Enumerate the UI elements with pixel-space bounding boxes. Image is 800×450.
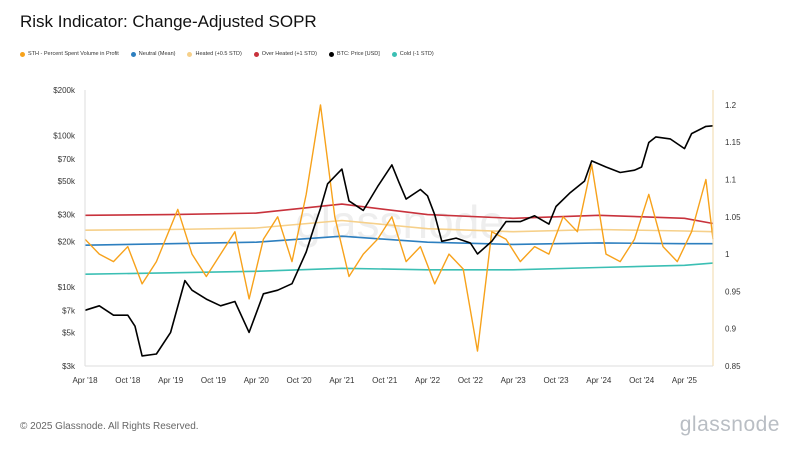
legend-dot-icon	[187, 51, 193, 57]
page-title: Risk Indicator: Change-Adjusted SOPR	[20, 12, 317, 31]
neutral-mean-line	[84, 235, 713, 246]
legend-item[interactable]: Over Heated (+1 STD)	[253, 51, 317, 57]
legend-label: STH - Percent Spent Volume in Profit	[28, 51, 119, 57]
y-left-tick-label: $50k	[58, 177, 76, 186]
legend-item[interactable]: Heated (+0.5 STD)	[187, 51, 242, 57]
y-right-tick-label: 1.2	[725, 101, 737, 110]
x-tick-label: Apr '22	[415, 376, 441, 385]
sth-percent-spent-line	[84, 104, 714, 352]
x-tick-label: Apr '23	[501, 376, 527, 385]
legend-label: BTC: Price [USD]	[336, 51, 380, 57]
over-heated-band-line	[84, 203, 714, 225]
btc-price-line	[84, 125, 714, 357]
legend-label: Over Heated (+1 STD)	[261, 51, 317, 57]
sopr-chart: glassnode $3k$5k$7k$10k$20k$30k$50k$70k$…	[53, 86, 741, 385]
x-tick-label: Apr '19	[158, 376, 184, 385]
x-tick-label: Oct '21	[372, 376, 398, 385]
chart-axes: $3k $5k $7k $10k $20k $30k $50k $70k $100k $200k 0…	[53, 86, 741, 385]
x-tick-label: Apr '24	[586, 376, 612, 385]
y-right-tick-label: 0.9	[725, 325, 737, 334]
x-tick-label: Oct '22	[458, 376, 484, 385]
legend-dot-icon	[130, 51, 136, 57]
legend-dot-icon	[328, 51, 334, 57]
x-tick-label: Apr '21	[329, 376, 355, 385]
y-left-tick-label: $7k	[62, 306, 76, 315]
price-series	[84, 125, 714, 357]
sth-series	[84, 104, 714, 352]
legend-item[interactable]: STH - Percent Spent Volume in Profit	[20, 51, 119, 57]
heated-band-line	[84, 219, 714, 233]
y-right-tick-label: 0.95	[725, 287, 741, 296]
x-tick-label: Oct '24	[629, 376, 655, 385]
y-left-tick-label: $70k	[58, 155, 76, 164]
y-right-tick-label: 1	[725, 250, 730, 259]
x-tick-label: Apr '25	[672, 376, 698, 385]
y-right-tick-label: 1.1	[725, 176, 737, 185]
legend-item[interactable]: BTC: Price [USD]	[328, 51, 380, 57]
legend-item[interactable]: Neutral (Mean)	[130, 51, 176, 57]
legend-item[interactable]: Cold (-1 STD)	[391, 51, 434, 57]
x-tick-label: Oct '23	[543, 376, 569, 385]
x-tick-label: Apr '18	[72, 376, 98, 385]
x-tick-label: Oct '19	[201, 376, 227, 385]
y-left-tick-label: $200k	[53, 86, 76, 95]
y-left-tick-label: $20k	[58, 237, 76, 246]
copyright-footer: © 2025 Glassnode. All Rights Reserved.	[20, 421, 199, 432]
y-left-tick-label: $3k	[62, 362, 76, 371]
y-left-tick-label: $5k	[62, 328, 76, 337]
y-left-tick-label: $30k	[58, 211, 76, 220]
y-right-tick-label: 0.85	[725, 362, 741, 371]
legend-label: Cold (-1 STD)	[399, 51, 434, 57]
legend-dot-icon	[391, 51, 397, 57]
legend-label: Heated (+0.5 STD)	[195, 51, 242, 57]
legend-dot-icon	[20, 51, 25, 57]
x-tick-label: Apr '20	[244, 376, 270, 385]
y-right-tick-label: 1.15	[725, 138, 741, 147]
band-lines	[84, 203, 714, 275]
x-tick-label: Oct '20	[287, 376, 313, 385]
y-left-tick-label: $100k	[53, 132, 76, 141]
glassnode-logo: glassnode	[679, 413, 780, 436]
y-right-tick-label: 1.05	[725, 213, 741, 222]
y-left-tick-label: $10k	[58, 283, 76, 292]
legend-label: Neutral (Mean)	[138, 51, 176, 57]
chart-legend: STH - Percent Spent Volume in Profit Neut…	[20, 51, 434, 57]
x-tick-label: Oct '18	[115, 376, 141, 385]
cold-band-line	[84, 262, 714, 275]
legend-dot-icon	[253, 51, 259, 57]
